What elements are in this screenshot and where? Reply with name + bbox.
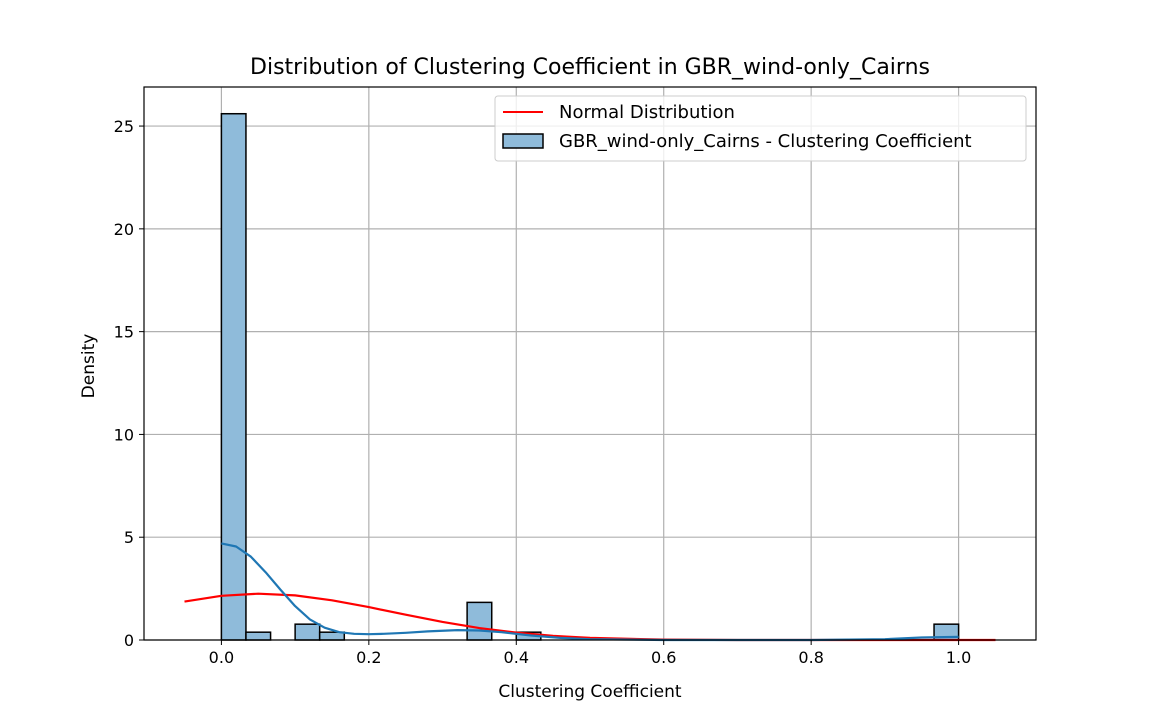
x-tick-label: 0.0 <box>209 648 234 667</box>
histogram-bar <box>466 601 493 641</box>
x-axis-ticks: 0.0 0.2 0.4 0.6 0.8 1.0 <box>209 640 971 667</box>
y-tick-label: 25 <box>114 117 134 136</box>
y-tick-label: 15 <box>114 323 134 342</box>
y-axis-ticks: 0 5 10 15 20 25 <box>114 117 144 650</box>
y-tick-label: 0 <box>124 631 134 650</box>
histogram-bar <box>220 112 247 641</box>
legend-histogram-label: GBR_wind-only_Cairns - Clustering Coeffi… <box>559 131 972 152</box>
plot-frame <box>143 86 1037 641</box>
y-tick-label: 10 <box>114 425 134 444</box>
x-tick-label: 1.0 <box>946 648 971 667</box>
chart-title: Distribution of Clustering Coefficient i… <box>250 55 930 80</box>
y-tick-label: 5 <box>124 528 134 547</box>
x-tick-label: 0.6 <box>651 648 676 667</box>
x-tick-label: 0.4 <box>504 648 529 667</box>
y-tick-label: 20 <box>114 220 134 239</box>
histogram-bar <box>294 623 321 641</box>
y-axis-label: Density <box>79 334 99 399</box>
legend-histogram-swatch <box>502 133 544 149</box>
legend: Normal Distribution GBR_wind-only_Cairns… <box>494 95 1027 162</box>
x-axis-label: Clustering Coefficient <box>498 682 681 702</box>
x-tick-label: 0.8 <box>798 648 823 667</box>
histogram-bar <box>245 631 272 641</box>
x-tick-label: 0.2 <box>356 648 381 667</box>
legend-normal-label: Normal Distribution <box>559 102 735 123</box>
legend-box <box>494 95 1027 162</box>
